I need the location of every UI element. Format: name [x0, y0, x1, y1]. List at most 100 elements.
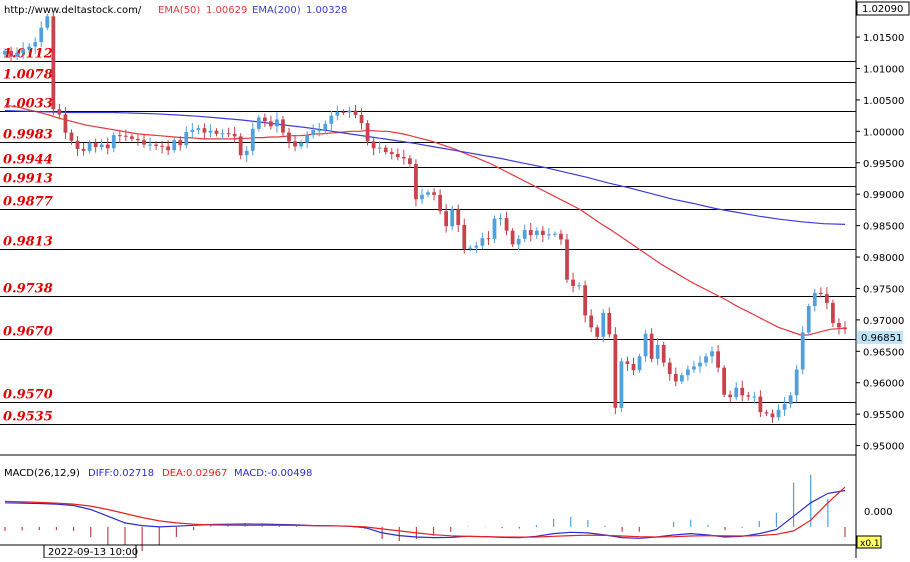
candle-body: [794, 369, 799, 396]
candle-body: [353, 110, 358, 116]
candle-body: [631, 363, 636, 371]
candle-body: [287, 132, 291, 142]
candle-body: [806, 306, 811, 333]
candle-body: [547, 234, 551, 236]
ema-lines: [4, 105, 846, 336]
candle-body: [87, 142, 92, 151]
candle-body: [226, 133, 231, 135]
candle-body: [583, 285, 588, 316]
macd-diff-line: [4, 489, 846, 539]
candle-body: [498, 218, 503, 220]
price-tick-label: 0.98500: [863, 222, 904, 233]
candle-body: [655, 345, 660, 359]
candle-body: [625, 361, 630, 364]
candle-body: [740, 387, 745, 396]
candle-body: [383, 147, 388, 153]
candle-body: [377, 147, 382, 149]
ema200-label: EMA(200): [252, 5, 301, 16]
candle-body: [184, 131, 189, 146]
level-label: 0.9570: [3, 388, 53, 403]
candle-body: [667, 362, 672, 374]
candle-body: [359, 115, 364, 124]
ema200-value: 1.00328: [306, 5, 347, 16]
candle-body: [220, 133, 225, 135]
candle-body: [341, 111, 346, 113]
candle-body: [256, 117, 261, 129]
candle-body: [269, 121, 273, 127]
candle-body: [9, 50, 13, 57]
candle-body: [444, 211, 449, 227]
price-tick-label: 1.00000: [863, 127, 904, 138]
level-label: 1.0033: [3, 97, 53, 112]
candle-body: [589, 315, 594, 328]
candle-body: [462, 224, 467, 249]
candle-body: [722, 367, 727, 395]
candle-body: [111, 135, 116, 149]
candle-body: [27, 46, 32, 50]
candle-body: [75, 140, 80, 149]
candle-body: [105, 144, 110, 149]
macd-title: MACD(26,12,9): [4, 468, 80, 479]
price-tick-label: 0.97000: [863, 316, 904, 327]
top-price-label: 1.02090: [862, 4, 903, 15]
level-label: 0.9535: [3, 410, 53, 425]
candle-body: [534, 230, 539, 236]
candle-body: [81, 148, 86, 151]
price-tick-label: 1.00500: [863, 96, 904, 107]
candle-body: [238, 136, 243, 156]
candle-body: [21, 49, 26, 53]
candle-body: [637, 356, 642, 371]
macd-pane: [4, 474, 846, 556]
candle-body: [232, 133, 237, 137]
candlesticks: [3, 12, 847, 423]
candle-body: [136, 138, 140, 141]
candle-body: [335, 111, 340, 116]
candle-body: [196, 128, 201, 131]
candle-body: [63, 114, 68, 133]
candle-body: [456, 209, 461, 225]
level-label: 1.0078: [3, 68, 53, 83]
candle-body: [178, 140, 183, 146]
time-label: 2022-09-13 10:00: [48, 547, 138, 558]
candle-body: [504, 218, 509, 231]
candle-body: [831, 302, 835, 324]
candle-body: [607, 312, 612, 335]
macd-dea-label: DEA:0.02967: [162, 468, 227, 479]
candle-body: [595, 327, 600, 337]
candle-body: [812, 292, 817, 307]
candle-body: [528, 230, 533, 236]
candle-body: [565, 239, 569, 280]
candle-body: [142, 140, 146, 145]
candle-body: [99, 144, 104, 148]
candle-body: [559, 233, 563, 240]
candle-body: [93, 142, 98, 148]
candle-body: [698, 362, 702, 367]
candle-body: [692, 366, 696, 370]
level-label: 1.0112: [3, 47, 53, 62]
level-label: 0.9877: [3, 195, 53, 210]
level-label: 0.9813: [3, 235, 53, 250]
candle-body: [148, 144, 152, 146]
macd-value-label: MACD:-0.00498: [234, 468, 312, 479]
candle-body: [800, 332, 805, 370]
ema50-line: [4, 105, 846, 336]
candle-body: [160, 145, 164, 147]
top-price-box: [856, 1, 910, 16]
candle-body: [262, 117, 267, 122]
candle-body: [510, 230, 515, 245]
price-ticks: 1.01500 1.01000 1.00500 1.00000 0.99500 0.990…: [856, 33, 904, 453]
candle-body: [438, 194, 442, 212]
price-tick-label: 0.96500: [863, 347, 904, 358]
candle-body: [202, 128, 207, 133]
candle-body: [571, 279, 575, 286]
ema50-label: EMA(50): [158, 5, 200, 16]
candle-body: [214, 130, 219, 134]
candle-body: [818, 292, 823, 295]
macd-scale-badge: [856, 535, 882, 549]
candle-body: [577, 285, 581, 287]
price-tick-label: 0.97500: [863, 284, 904, 295]
candle-body: [281, 119, 285, 133]
price-tick-label: 0.98000: [863, 253, 904, 264]
